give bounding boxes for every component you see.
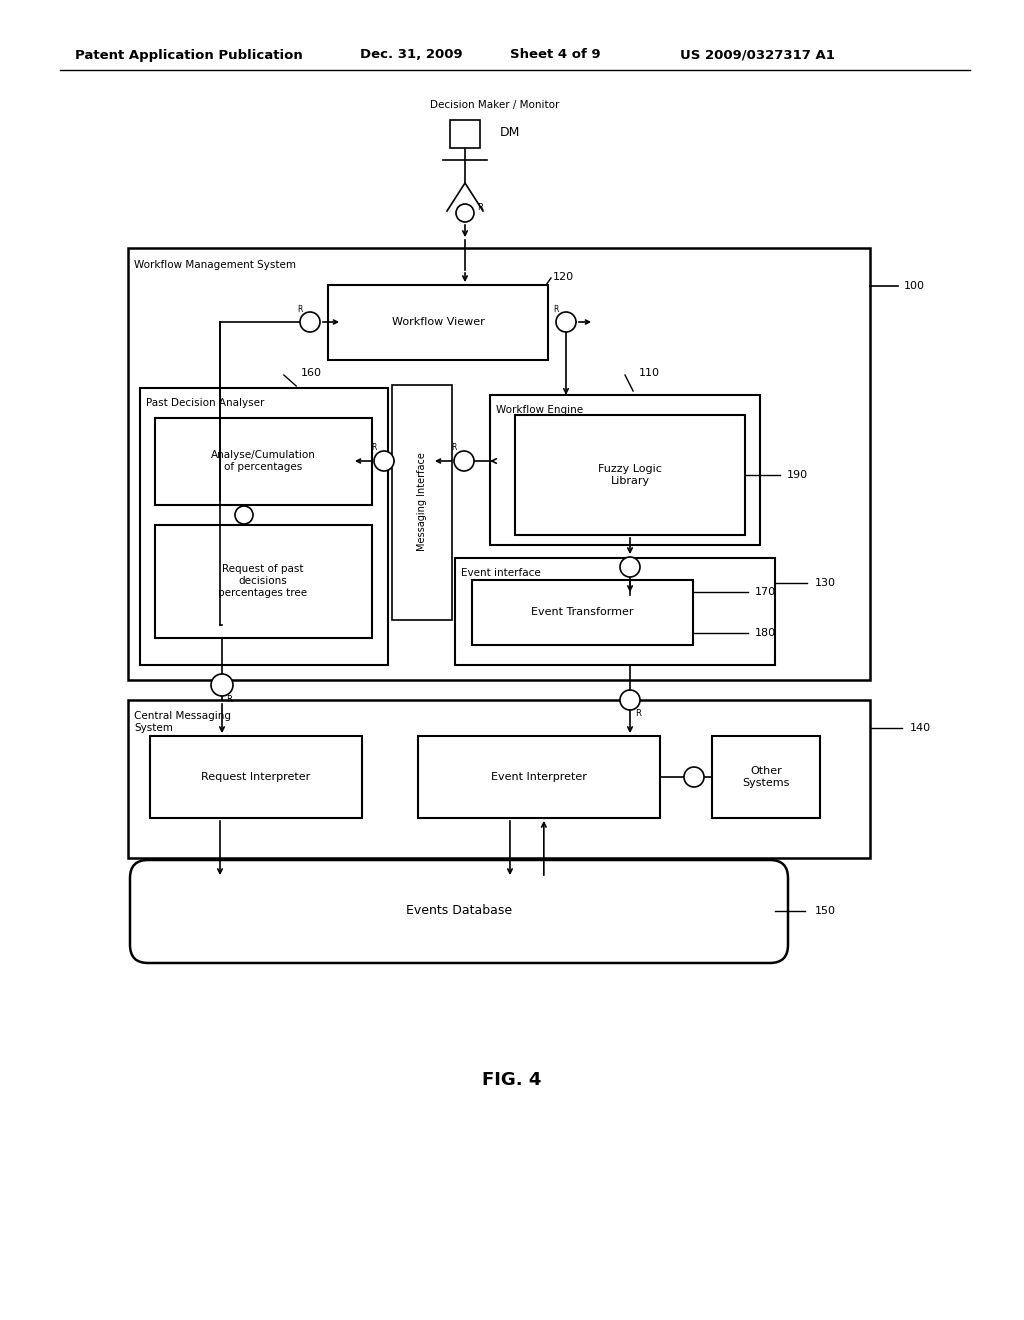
Text: Event interface: Event interface	[461, 568, 541, 578]
Text: 180: 180	[755, 628, 776, 638]
Text: R: R	[297, 305, 303, 314]
Circle shape	[456, 205, 474, 222]
Text: Patent Application Publication: Patent Application Publication	[75, 49, 303, 62]
Bar	[472, 579, 693, 645]
Bar	[150, 737, 362, 818]
Text: 150: 150	[815, 906, 836, 916]
Text: Dec. 31, 2009: Dec. 31, 2009	[360, 49, 463, 62]
Bar	[128, 248, 870, 680]
Bar	[450, 120, 480, 148]
Text: R: R	[226, 694, 231, 704]
Bar	[418, 737, 660, 818]
Bar	[392, 385, 452, 620]
Text: Workflow Engine: Workflow Engine	[496, 405, 583, 414]
Text: 120: 120	[553, 272, 574, 282]
Text: Past Decision Analyser: Past Decision Analyser	[146, 399, 264, 408]
Circle shape	[374, 451, 394, 471]
Text: 160: 160	[301, 368, 323, 378]
Text: Fuzzy Logic
Library: Fuzzy Logic Library	[598, 465, 662, 486]
Bar	[515, 414, 745, 535]
Bar	[455, 558, 775, 665]
Text: 190: 190	[787, 470, 808, 480]
Text: FIG. 4: FIG. 4	[482, 1071, 542, 1089]
Bar	[140, 388, 388, 665]
Circle shape	[454, 451, 474, 471]
Text: 140: 140	[910, 723, 931, 733]
Text: Request of past
decisions
percentages tree: Request of past decisions percentages tr…	[218, 565, 307, 598]
Circle shape	[620, 557, 640, 577]
Text: Central Messaging
System: Central Messaging System	[134, 711, 231, 733]
Bar	[155, 525, 372, 638]
Text: Event Transformer: Event Transformer	[530, 607, 633, 616]
Text: 110: 110	[639, 368, 659, 378]
Text: Messaging Interface: Messaging Interface	[417, 453, 427, 552]
Text: R: R	[452, 442, 457, 451]
Bar	[490, 395, 760, 545]
Text: R: R	[635, 710, 641, 718]
Text: Request Interpreter: Request Interpreter	[202, 772, 310, 781]
Bar	[155, 418, 372, 506]
Text: Analyse/Cumulation
of percentages: Analyse/Cumulation of percentages	[211, 450, 315, 471]
Text: Decision Maker / Monitor: Decision Maker / Monitor	[430, 100, 560, 110]
Text: R: R	[372, 442, 377, 451]
Text: 170: 170	[755, 587, 776, 597]
Text: Workflow Viewer: Workflow Viewer	[391, 317, 484, 327]
Text: US 2009/0327317 A1: US 2009/0327317 A1	[680, 49, 835, 62]
Text: Event Interpreter: Event Interpreter	[492, 772, 587, 781]
Bar	[712, 737, 820, 818]
FancyBboxPatch shape	[130, 861, 788, 964]
Circle shape	[211, 675, 233, 696]
Text: Events Database: Events Database	[406, 904, 512, 917]
Text: Workflow Management System: Workflow Management System	[134, 260, 296, 271]
Circle shape	[684, 767, 705, 787]
Circle shape	[620, 690, 640, 710]
Circle shape	[234, 506, 253, 524]
Text: 130: 130	[815, 578, 836, 587]
Text: Sheet 4 of 9: Sheet 4 of 9	[510, 49, 601, 62]
Text: R: R	[477, 202, 483, 211]
Text: Other
Systems: Other Systems	[742, 766, 790, 788]
Circle shape	[556, 312, 575, 333]
Text: 100: 100	[904, 281, 925, 290]
Bar	[328, 285, 548, 360]
Bar	[128, 700, 870, 858]
Text: R: R	[553, 305, 559, 314]
Text: DM: DM	[500, 125, 520, 139]
Circle shape	[300, 312, 319, 333]
